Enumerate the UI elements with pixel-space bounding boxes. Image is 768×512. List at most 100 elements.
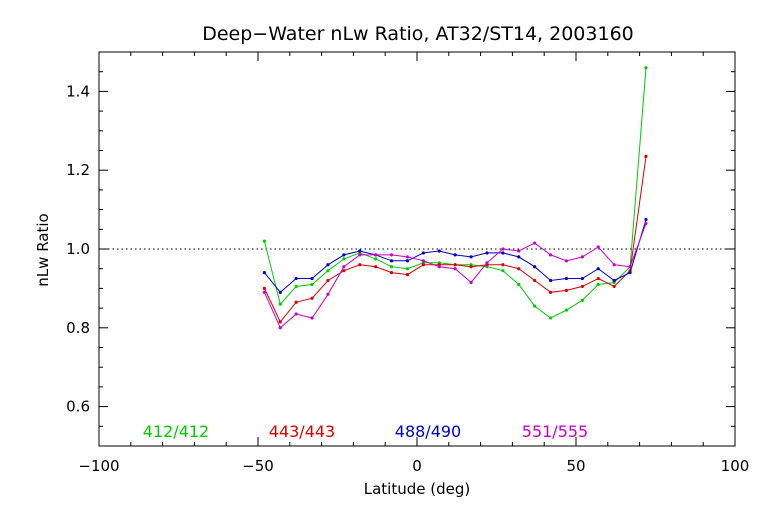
x-axis: −100 −50 0 50 100 <box>78 52 749 475</box>
data-point <box>564 288 569 292</box>
data-point <box>469 265 473 269</box>
data-point <box>374 253 378 257</box>
data-point <box>294 284 298 289</box>
data-point <box>262 239 266 243</box>
data-point <box>580 255 584 259</box>
data-point <box>564 259 569 263</box>
y-tick-label: 1.4 <box>66 82 90 100</box>
data-point <box>517 249 521 253</box>
data-point <box>517 267 521 271</box>
data-point <box>326 278 330 283</box>
data-point <box>342 253 346 257</box>
data-point <box>278 290 282 294</box>
data-point <box>310 282 314 287</box>
data-point <box>580 298 584 302</box>
data-point <box>564 276 569 281</box>
data-point <box>485 251 489 255</box>
data-point <box>533 265 537 269</box>
data-point <box>596 245 600 249</box>
data-point <box>596 282 600 287</box>
y-tick-label: 1.2 <box>66 161 90 179</box>
data-point <box>342 269 346 273</box>
series-line <box>263 67 647 319</box>
data-point <box>548 253 553 257</box>
data-point <box>326 269 330 273</box>
data-point <box>405 255 410 259</box>
data-point <box>358 253 362 257</box>
data-point <box>580 284 584 289</box>
legend: 412/412 443/443 488/490 551/555 <box>143 422 588 441</box>
data-point <box>469 280 473 285</box>
data-point <box>517 255 521 259</box>
data-point <box>342 257 346 261</box>
x-tick-label: 0 <box>412 457 422 475</box>
data-point <box>405 259 410 263</box>
data-point <box>453 267 457 271</box>
series-4 <box>262 221 648 330</box>
data-point <box>326 263 330 267</box>
data-point <box>374 257 378 261</box>
data-point <box>374 265 378 269</box>
data-point <box>644 217 648 222</box>
legend-entry: 443/443 <box>269 422 335 441</box>
x-tick-label: 100 <box>721 457 750 475</box>
x-axis-label: Latitude (deg) <box>364 480 470 498</box>
data-point <box>389 265 394 269</box>
data-point <box>278 302 282 306</box>
data-point <box>310 316 314 320</box>
data-point <box>644 221 648 225</box>
data-point <box>548 278 553 283</box>
data-point <box>612 263 616 267</box>
data-point <box>421 263 425 267</box>
data-point <box>644 154 648 159</box>
series-line <box>263 156 647 323</box>
data-point <box>612 284 616 289</box>
data-point <box>517 282 521 287</box>
data-point <box>294 312 298 316</box>
data-point <box>564 308 569 312</box>
legend-entry: 551/555 <box>522 422 588 441</box>
data-point <box>501 251 505 255</box>
y-tick-label: 0.8 <box>66 319 90 337</box>
data-point <box>405 273 410 277</box>
y-tick-label: 0.6 <box>66 398 90 416</box>
data-point <box>262 290 266 294</box>
data-point <box>485 261 489 265</box>
data-point <box>580 276 584 281</box>
data-point <box>358 249 362 253</box>
legend-entry: 412/412 <box>143 422 209 441</box>
series-group <box>262 66 648 330</box>
data-point <box>596 276 600 281</box>
x-tick-label: −50 <box>242 457 274 475</box>
data-point <box>501 269 505 273</box>
data-point <box>548 316 553 320</box>
data-point <box>533 241 537 245</box>
data-point <box>548 290 553 294</box>
x-tick-label: 50 <box>566 457 585 475</box>
y-tick-label: 1.0 <box>66 240 90 258</box>
data-point <box>278 320 282 324</box>
data-point <box>437 265 441 269</box>
x-tick-label: −100 <box>78 457 119 475</box>
data-point <box>501 263 505 267</box>
data-point <box>294 276 298 281</box>
data-point <box>326 292 330 296</box>
data-point <box>405 267 410 271</box>
data-point <box>389 259 394 263</box>
data-point <box>389 271 394 275</box>
series-3 <box>262 217 648 294</box>
data-point <box>596 267 600 271</box>
data-point <box>358 263 362 267</box>
data-point <box>453 263 457 267</box>
data-point <box>421 251 425 255</box>
data-point <box>612 278 616 283</box>
data-point <box>533 278 537 283</box>
data-point <box>469 255 473 259</box>
y-axis-label: nLw Ratio <box>34 213 52 286</box>
data-point <box>278 326 282 330</box>
data-point <box>437 249 441 253</box>
data-point <box>453 253 457 257</box>
data-point <box>628 265 632 269</box>
data-point <box>310 276 314 281</box>
